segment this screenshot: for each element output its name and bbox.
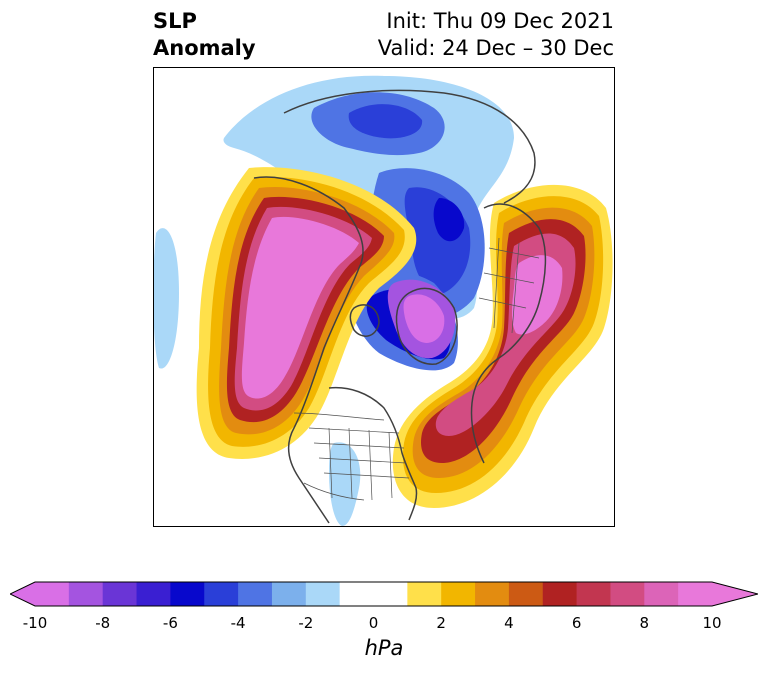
negative-anomaly-south-tail	[329, 442, 361, 526]
colorbar-units-label: hPa	[364, 636, 404, 660]
colorbar-segment	[35, 582, 70, 606]
colorbar-segment	[644, 582, 679, 606]
colorbar-tick-label: -6	[162, 614, 178, 632]
colorbar-segment	[678, 582, 713, 606]
variable-title-line1: SLP	[153, 9, 197, 33]
variable-title: SLP Anomaly	[153, 8, 256, 62]
colorbar-segments	[10, 582, 758, 606]
colorbar-segment	[339, 582, 408, 606]
colorbar-tick-label: 0	[368, 614, 379, 632]
colorbar-tick-label: -10	[22, 614, 48, 632]
colorbar-tick-label: 10	[702, 614, 722, 632]
negative-anomaly-siberia-core	[348, 104, 423, 139]
colorbar	[10, 581, 758, 607]
country-borders	[293, 237, 540, 501]
colorbar-tick-label: -4	[230, 614, 246, 632]
colorbar-segment	[136, 582, 171, 606]
colorbar-tick-label: 2	[436, 614, 446, 632]
coastline-north-america-west	[253, 176, 364, 524]
colorbar-segment	[204, 582, 239, 606]
colorbar-segment	[542, 582, 578, 606]
colorbar-segment	[475, 582, 510, 606]
coastline-north-america-east	[328, 386, 418, 521]
colorbar-over-extend	[712, 582, 758, 606]
colorbar-segment	[305, 582, 341, 606]
border-us-canada	[293, 412, 385, 421]
positive-anomaly-east	[392, 184, 613, 508]
coastline-greenland	[395, 287, 458, 365]
colorbar-segment	[68, 582, 104, 606]
negative-anomaly-east-pacific	[154, 228, 179, 369]
negative-anomaly-arctic-core	[433, 198, 465, 242]
init-date: Init: Thu 09 Dec 2021	[386, 9, 614, 33]
colorbar-under-extend	[10, 582, 35, 606]
positive-west-core	[241, 216, 359, 399]
colorbar-segment	[407, 582, 442, 606]
coastline-europe	[470, 203, 547, 464]
anomaly-map	[154, 75, 613, 526]
colorbar-tick-label: -2	[298, 614, 314, 632]
us-state-grid	[308, 427, 410, 501]
date-title: Init: Thu 09 Dec 2021 Valid: 24 Dec – 30…	[378, 8, 614, 62]
colorbar-segment	[610, 582, 645, 606]
positive-east-core	[512, 255, 563, 335]
positive-anomaly-west	[196, 167, 417, 459]
map-panel	[153, 67, 615, 527]
colorbar-tick-label: 8	[639, 614, 650, 632]
colorbar-segment	[508, 582, 544, 606]
border-europe-grid	[478, 237, 540, 334]
colorbar-segment	[271, 582, 307, 606]
valid-date-range: Valid: 24 Dec – 30 Dec	[377, 36, 614, 60]
colorbar-tick-label: -8	[95, 614, 111, 632]
colorbar-segment	[576, 582, 611, 606]
variable-title-line2: Anomaly	[153, 36, 256, 60]
colorbar-segment	[102, 582, 138, 606]
colorbar-segment	[238, 582, 273, 606]
coastline-asia	[283, 89, 536, 204]
negative-anomaly-polar-center	[403, 294, 445, 343]
colorbar-segment	[441, 582, 476, 606]
coastlines	[253, 89, 547, 524]
border-us-mexico	[303, 482, 365, 501]
colorbar-tick-label: 6	[571, 614, 582, 632]
coastline-arctic-islands	[349, 304, 380, 337]
colorbar-outline	[10, 581, 758, 607]
colorbar-segment	[170, 582, 205, 606]
colorbar-tick-label: 4	[504, 614, 514, 632]
